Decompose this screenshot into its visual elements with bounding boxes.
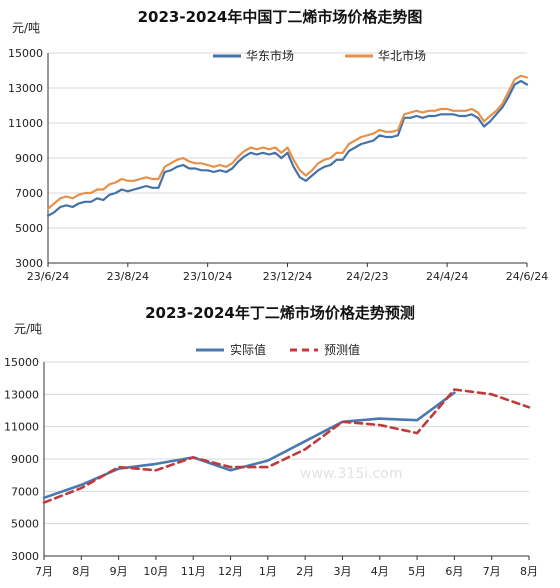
x-tick-label: 24/2/23 — [346, 270, 388, 283]
y-tick-label: 11000 — [4, 421, 39, 434]
chart-1-gridlines — [47, 52, 527, 264]
y-tick-label: 5000 — [15, 222, 43, 235]
x-tick-label: 3月 — [333, 565, 351, 578]
y-tick-label: 5000 — [11, 518, 39, 531]
y-tick-label: 15000 — [8, 47, 43, 60]
chart-1-title: 2023-2024年中国丁二烯市场价格走势图 — [138, 8, 423, 26]
chart-2-title: 2023-2024年丁二烯市场价格走势预测 — [145, 304, 415, 322]
x-tick-label: 6月 — [445, 565, 463, 578]
series-line-a — [46, 79, 529, 217]
x-tick-label: 2月 — [296, 565, 314, 578]
y-tick-label: 15000 — [4, 356, 39, 369]
x-tick-label: 10月 — [143, 565, 168, 578]
x-tick-label: 1月 — [259, 565, 277, 578]
y-tick-label: 3000 — [15, 257, 43, 270]
chart-1-y-ticks: 3000 5000 7000 9000 11000 13000 15000 — [8, 47, 43, 270]
series-line-a — [42, 391, 456, 500]
series-line-b — [42, 388, 531, 504]
y-tick-label: 7000 — [11, 485, 39, 498]
x-tick-label: 23/6/24 — [27, 270, 69, 283]
x-tick-label: 23/12/24 — [263, 270, 312, 283]
x-tick-label: 11月 — [181, 565, 206, 578]
chart-2-series — [42, 388, 531, 504]
chart-2-unit-label: 元/吨 — [14, 322, 42, 336]
legend-label-north: 华北市场 — [378, 48, 426, 63]
chart-2-y-ticks: 3000 5000 7000 9000 11000 13000 15000 — [4, 356, 39, 563]
watermark: www.315i.com — [300, 466, 402, 482]
y-tick-label: 7000 — [15, 187, 43, 200]
x-tick-label: 24/4/24 — [426, 270, 468, 283]
chart-1: 2023-2024年中国丁二烯市场价格走势图 元/吨 3000 5000 7000 9… — [8, 8, 548, 283]
x-tick-label: 4月 — [371, 565, 389, 578]
x-tick-label: 23/8/24 — [107, 270, 149, 283]
chart-1-x-ticks: 23/6/24 23/8/24 23/10/24 23/12/24 24/2/23 24/… — [27, 263, 548, 283]
chart-1-legend: 华东市场 华北市场 — [213, 48, 426, 63]
chart-2-legend: 实际值 预测值 — [196, 342, 360, 357]
y-tick-label: 9000 — [11, 453, 39, 466]
chart-2: 2023-2024年丁二烯市场价格走势预测 元/吨 www.315i.com 3… — [4, 304, 538, 578]
legend-label-east: 华东市场 — [246, 48, 294, 63]
chart-1-series — [46, 74, 529, 217]
x-tick-label: 8月 — [72, 565, 90, 578]
chart-2-x-ticks: 7月 8月 9月 10月 11月 12月 1月 2月 3月 4月 5月 6月 7月 8月 — [35, 556, 538, 578]
x-tick-label: 7月 — [483, 565, 501, 578]
x-tick-label: 24/6/24 — [506, 270, 548, 283]
y-tick-label: 13000 — [4, 388, 39, 401]
legend-label-forecast: 预测值 — [324, 342, 360, 357]
x-tick-label: 9月 — [110, 565, 128, 578]
y-tick-label: 3000 — [11, 550, 39, 563]
x-tick-label: 7月 — [35, 565, 53, 578]
x-tick-label: 8月 — [520, 565, 538, 578]
x-tick-label: 5月 — [408, 565, 426, 578]
x-tick-label: 23/10/24 — [183, 270, 232, 283]
x-tick-label: 12月 — [218, 565, 243, 578]
y-tick-label: 13000 — [8, 82, 43, 95]
chart-1-unit-label: 元/吨 — [12, 21, 40, 35]
y-tick-label: 9000 — [15, 152, 43, 165]
series-line-b — [46, 74, 529, 210]
legend-label-actual: 实际值 — [230, 342, 266, 357]
y-tick-label: 11000 — [8, 117, 43, 130]
